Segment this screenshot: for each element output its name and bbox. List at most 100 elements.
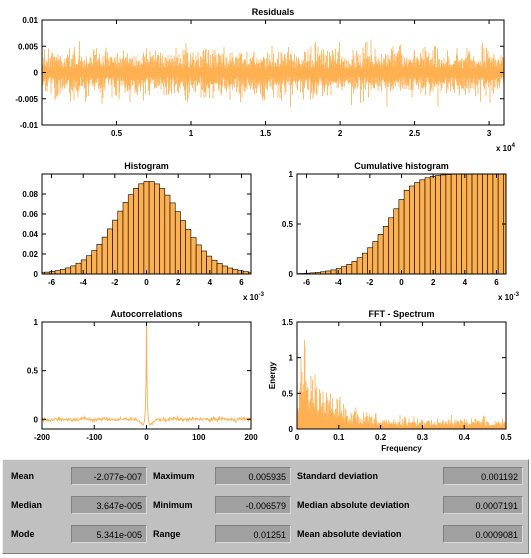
- histogram-bar: [487, 174, 494, 274]
- histogram-bar: [341, 266, 347, 274]
- histogram-bar: [59, 269, 66, 274]
- x-tick-label: 4: [463, 278, 468, 287]
- stat-label-std: Standard deviation: [297, 471, 379, 481]
- chart-title: Cumulative histogram: [354, 161, 449, 171]
- histogram-bar: [159, 188, 166, 274]
- stat-label-maximum: Maximum: [153, 471, 195, 481]
- histogram-bar: [356, 257, 363, 274]
- histogram-bar: [248, 271, 251, 274]
- histogram-bar: [346, 263, 353, 274]
- stat-value-mad-median: 0.0007191: [443, 496, 523, 514]
- x-tick-label: 6: [239, 278, 244, 287]
- histogram-bar: [254, 273, 259, 274]
- histogram-bar: [471, 174, 478, 274]
- histogram-bar: [80, 259, 87, 274]
- x-tick-label: 3: [487, 129, 492, 138]
- x-tick-label: 2: [431, 278, 436, 287]
- y-tick-label: 0: [289, 270, 294, 279]
- x-multiplier-label: x 10-3: [498, 292, 520, 302]
- histogram-bar: [377, 234, 384, 274]
- histogram-bar: [450, 174, 457, 274]
- histogram-bar: [492, 174, 499, 274]
- histogram-bar: [232, 269, 239, 274]
- histogram-bar: [164, 194, 171, 274]
- stat-value-median: 3.647e-005: [71, 496, 147, 514]
- x-tick-label: -100: [86, 433, 103, 442]
- histogram-bar: [70, 265, 77, 274]
- histogram-bar: [362, 252, 368, 274]
- histogram-bar: [482, 174, 489, 274]
- histogram-bar: [456, 174, 462, 274]
- histogram-bar: [519, 174, 524, 274]
- x-tick-label: -2: [366, 278, 374, 287]
- y-tick-label: 0: [289, 425, 294, 434]
- histogram-bar: [466, 174, 473, 274]
- y-tick-label: 0.5: [282, 220, 294, 229]
- histogram-bar: [264, 273, 269, 274]
- x-multiplier-label: x 104: [496, 143, 516, 153]
- x-tick-label: -4: [80, 278, 88, 287]
- data-layer: [42, 40, 504, 108]
- histogram-bar: [435, 175, 441, 274]
- histogram-bar: [393, 208, 400, 274]
- chart-4: FFT - Spectrum 0 0.1 0.2 0.3 0.4 0.5 1.5 1 0.5 0 Fr…: [268, 309, 512, 453]
- y-tick-label: 1.5: [282, 318, 294, 327]
- histogram-bar: [227, 267, 234, 274]
- statistics-panel: Mean -2.077e-007 Maximum 0.005935 Standa…: [2, 459, 529, 554]
- histogram-bar: [65, 267, 72, 274]
- stat-value-std: 0.001192: [443, 467, 523, 485]
- x-tick-label: 0: [144, 433, 149, 442]
- x-tick-label: -2: [111, 278, 119, 287]
- x-axis-label: Frequency: [381, 444, 422, 453]
- chart-title: Autocorrelations: [110, 309, 182, 319]
- y-tick-label: -0.01: [20, 121, 39, 130]
- x-tick-label: -4: [335, 278, 343, 287]
- histogram-bar: [372, 241, 379, 274]
- x-tick-label: 0.2: [375, 433, 387, 442]
- histogram-bar: [101, 236, 108, 274]
- histogram-bar: [91, 250, 98, 274]
- y-tick-label: 0.5: [27, 367, 39, 376]
- x-tick-label: 2.5: [409, 129, 421, 138]
- x-tick-label: 0: [295, 433, 300, 442]
- y-tick-label: -0.005: [15, 95, 38, 104]
- x-tick-label: 6: [494, 278, 499, 287]
- chart-title: Residuals: [252, 7, 295, 17]
- y-tick-label: 0: [34, 270, 39, 279]
- histogram-bar: [138, 183, 145, 274]
- histogram-bar: [445, 174, 452, 274]
- stat-label-median: Median: [11, 500, 43, 510]
- stat-label-minimum: Minimum: [153, 500, 193, 510]
- stat-value-mode: 5.341e-005: [71, 525, 147, 543]
- y-tick-label: 0.5: [282, 389, 294, 398]
- histogram-bar: [54, 270, 61, 274]
- plots-canvas: Residuals 0.5 1 1.5 2 2.5 3 0.01 0.005 0 -0.005 -0.…: [15, 7, 524, 453]
- y-tick-label: 0: [34, 415, 39, 424]
- y-tick-label: 0.005: [18, 42, 39, 51]
- histogram-bar: [351, 261, 358, 274]
- histogram-bar: [201, 250, 207, 274]
- stat-label-mad-median: Median absolute deviation: [297, 500, 410, 510]
- data-layer: [42, 322, 251, 427]
- histogram-bar: [154, 183, 160, 274]
- x-tick-label: 1: [189, 129, 194, 138]
- y-tick-label: 0.01: [22, 16, 38, 25]
- histogram-bar: [398, 199, 405, 274]
- histogram-bar: [335, 268, 342, 274]
- histogram-bar: [206, 255, 213, 274]
- histogram-bar: [259, 273, 264, 274]
- chart-2: Cumulative histogram -6 -4 -2 0 2 4 6 1 0.5 0 x 10-…: [282, 161, 524, 302]
- y-tick-label: 0.06: [22, 210, 38, 219]
- histogram-bar: [185, 229, 192, 274]
- histogram-bar: [216, 263, 223, 274]
- histogram-bar: [127, 194, 134, 274]
- histogram-bar: [169, 202, 176, 274]
- plot-frame-outline: [296, 321, 507, 430]
- histogram-bar: [211, 259, 218, 274]
- histogram-bar: [143, 181, 150, 274]
- chart-0: Residuals 0.5 1 1.5 2 2.5 3 0.01 0.005 0 -0.005 -0.…: [15, 7, 515, 153]
- histogram-bar: [476, 174, 483, 274]
- histogram-bar: [414, 182, 421, 274]
- histogram-bar: [440, 174, 447, 274]
- x-tick-label: 100: [192, 433, 206, 442]
